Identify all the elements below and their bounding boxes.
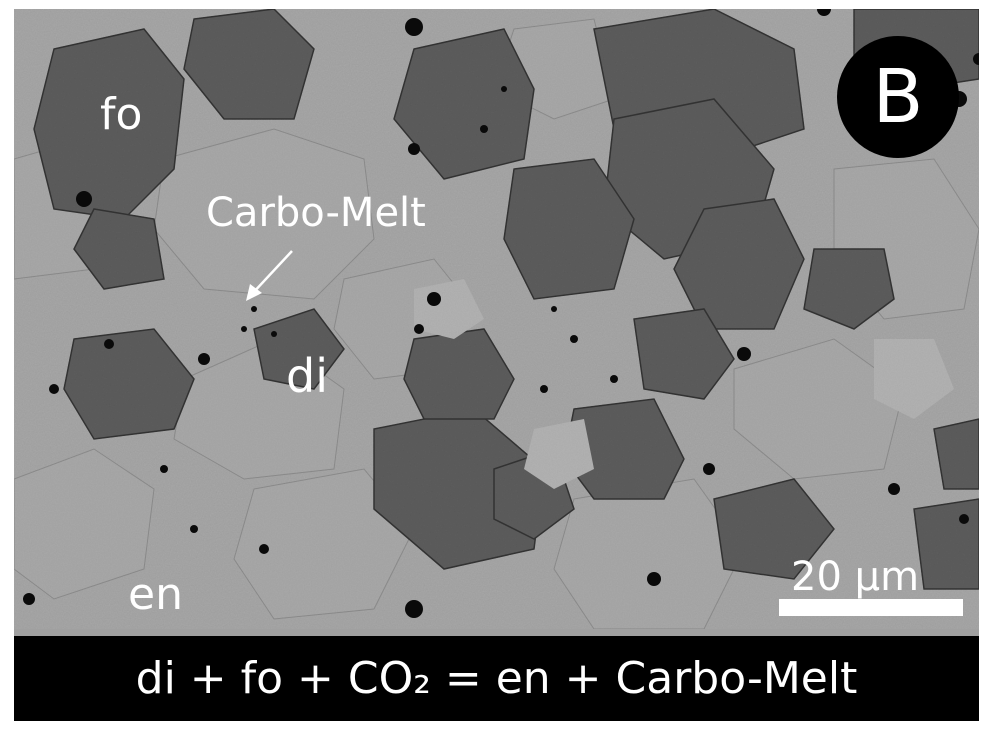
pore (76, 191, 92, 207)
light-grain (733, 338, 905, 480)
dark-grain (393, 28, 535, 180)
pore (271, 331, 277, 337)
pore (610, 375, 618, 383)
pore (23, 593, 35, 605)
pale-grain (874, 339, 954, 419)
pore (405, 18, 423, 36)
pore (540, 385, 548, 393)
pore (959, 514, 969, 524)
pore (647, 572, 661, 586)
dark-grain (73, 208, 165, 290)
pore (427, 292, 441, 306)
pore (241, 326, 247, 332)
dark-grain (633, 308, 735, 400)
pore (973, 53, 979, 65)
dark-grain (403, 328, 515, 420)
dark-grain (63, 328, 195, 440)
sem-micrograph (14, 9, 979, 636)
label-en: en (128, 569, 183, 620)
dark-grain (803, 248, 895, 330)
light-grain (233, 468, 415, 620)
pore (251, 306, 257, 312)
scale-bar-label: 20 µm (791, 554, 920, 600)
pore (198, 353, 210, 365)
pore-cluster (23, 9, 979, 618)
reaction-caption: di + fo + CO₂ = en + Carbo-Melt (135, 653, 858, 704)
melt-arrow (246, 250, 293, 301)
pore (737, 347, 751, 361)
pore (104, 339, 114, 349)
dark-grain (503, 158, 635, 300)
figure-frame: fo Carbo-Melt di en B 20 µm di + fo + CO… (14, 9, 979, 721)
label-di: di (286, 349, 328, 403)
pore (480, 125, 488, 133)
pore (817, 9, 831, 16)
pore (160, 465, 168, 473)
label-fo: fo (100, 89, 143, 140)
label-carbo-melt: Carbo-Melt (206, 190, 426, 236)
panel-letter: B (872, 54, 924, 140)
dark-grain (673, 198, 805, 330)
pore (414, 324, 424, 334)
pale-grain (524, 419, 594, 489)
pore (551, 306, 557, 312)
pore (570, 335, 578, 343)
pore (190, 525, 198, 533)
dark-grain (913, 498, 979, 590)
dark-grain (33, 28, 185, 220)
dark-grain (713, 478, 835, 580)
pore (259, 544, 269, 554)
pore (501, 86, 507, 92)
dark-grain (253, 308, 345, 390)
pore (405, 600, 423, 618)
light-grain (153, 128, 375, 300)
pore (703, 463, 715, 475)
pore (888, 483, 900, 495)
caption-strip: di + fo + CO₂ = en + Carbo-Melt (14, 636, 979, 721)
scale-bar (779, 599, 963, 616)
dark-grain (933, 418, 979, 490)
pore (408, 143, 420, 155)
light-grain (553, 478, 745, 630)
light-grain (14, 448, 155, 600)
panel-badge: B (837, 36, 959, 158)
dark-grain (183, 9, 315, 120)
pore (49, 384, 59, 394)
